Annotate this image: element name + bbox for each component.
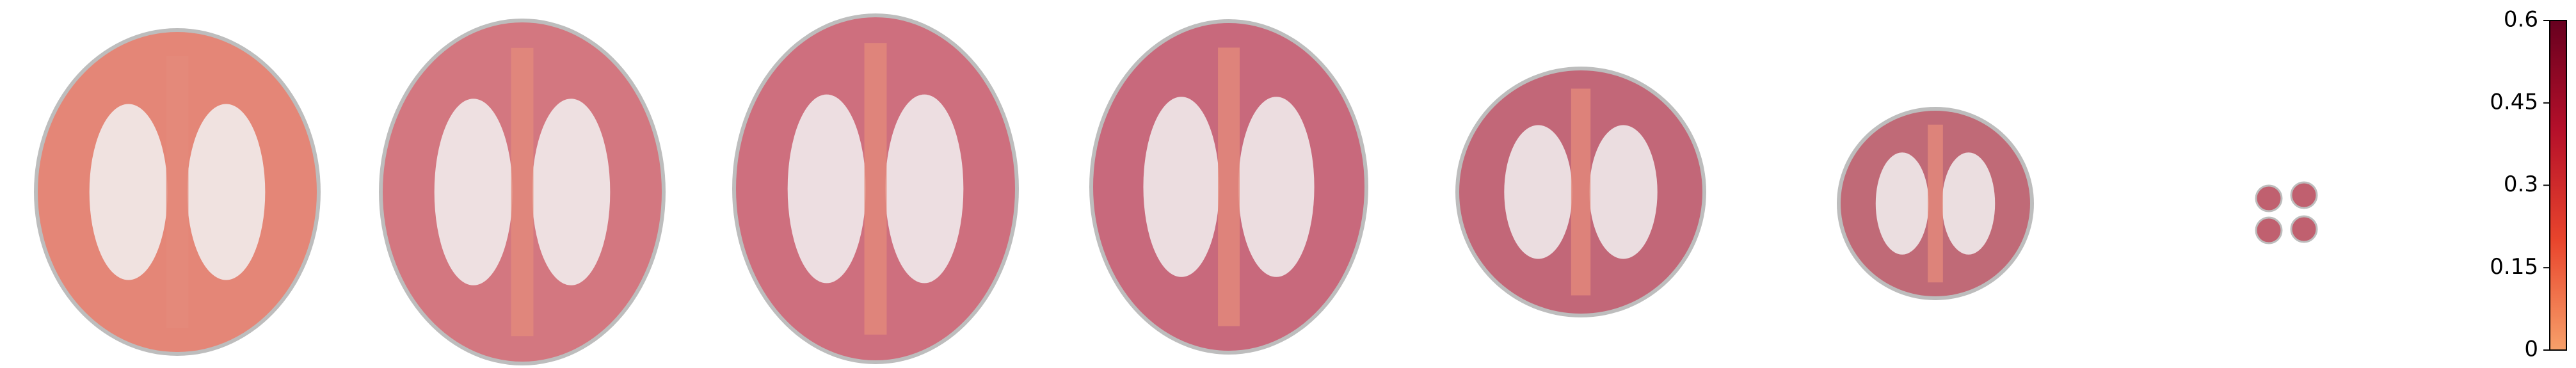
white-matter [532,99,611,285]
white-matter [1875,152,1929,255]
colorbar-tick-label: 0.3 [2504,172,2538,197]
white-matter [1589,125,1658,259]
white-matter [885,94,964,284]
midline [1571,88,1591,296]
colorbar [2549,20,2567,351]
white-matter [434,99,513,285]
colorbar-tick-label: 0.15 [2490,254,2538,280]
white-matter [1942,152,1996,255]
slice-tissue [2290,181,2318,209]
midline [1928,124,1943,283]
white-matter [1504,125,1572,259]
white-matter [787,94,866,284]
colorbar-tick-label: 0.6 [2504,7,2538,33]
midline [864,43,887,335]
slice-tissue [2290,215,2318,243]
slice-tissue [2255,184,2283,212]
white-matter [187,104,266,280]
white-matter [1143,97,1220,277]
white-matter [1238,97,1315,277]
midline [511,47,534,337]
brain-slices [34,13,2318,365]
colorbar-tick-label: 0 [2524,337,2538,362]
white-matter [89,104,168,280]
midline [166,56,189,328]
midline [1218,47,1240,326]
slice-tissue [2255,216,2283,244]
colorbar-tick-label: 0.45 [2490,89,2538,115]
